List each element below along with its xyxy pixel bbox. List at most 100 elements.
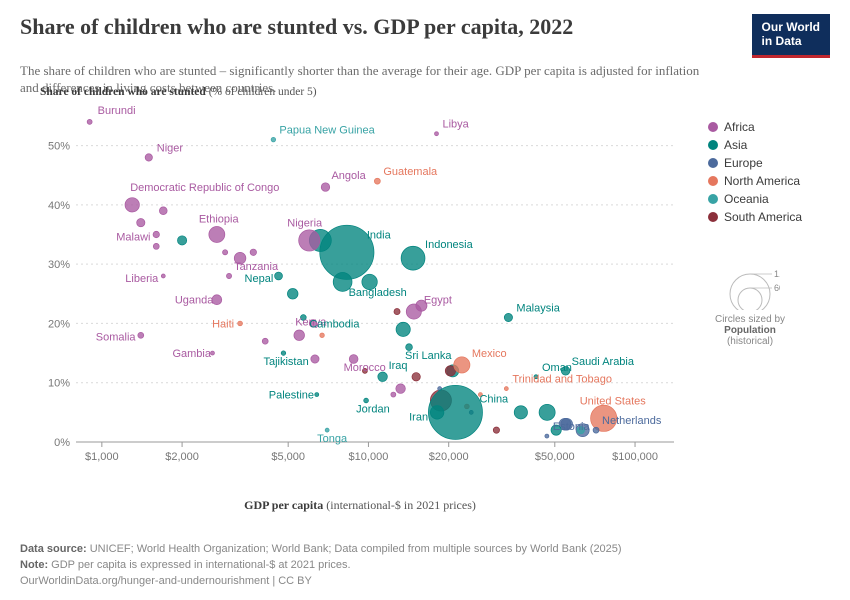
data-point[interactable] [320,225,374,279]
data-point[interactable] [454,357,470,373]
data-point[interactable] [226,273,231,278]
legend-label: North America [724,174,800,188]
point-label: Mexico [472,348,507,360]
data-point[interactable] [145,154,152,161]
legend-dot [708,212,718,222]
data-point[interactable] [294,330,305,341]
svg-text:50%: 50% [48,141,70,153]
point-label: Niger [157,142,184,154]
point-label: Angola [331,170,366,182]
data-point[interactable] [378,372,388,382]
data-point[interactable] [504,313,512,321]
data-point[interactable] [545,434,549,438]
x-axis-title: GDP per capita (international-$ in 2021 … [40,498,680,513]
data-point[interactable] [504,387,508,391]
data-point[interactable] [593,427,599,433]
data-point[interactable] [396,384,406,394]
svg-text:$2,000: $2,000 [165,451,199,463]
data-point[interactable] [406,344,413,351]
data-point[interactable] [212,295,222,305]
data-point[interactable] [561,367,570,376]
data-point[interactable] [234,252,246,264]
data-point[interactable] [159,207,167,215]
point-label: Indonesia [425,239,474,251]
data-point[interactable] [153,231,159,237]
svg-text:$10,000: $10,000 [349,451,389,463]
point-label: Malaysia [516,303,560,315]
legend-dot [708,176,718,186]
data-point[interactable] [271,137,276,142]
data-point[interactable] [210,351,214,355]
point-label: United States [580,395,647,407]
data-point[interactable] [333,273,352,292]
data-point[interactable] [478,393,482,397]
data-point[interactable] [534,375,538,379]
data-point[interactable] [396,322,410,336]
data-point[interactable] [250,249,256,255]
data-point[interactable] [287,288,298,299]
data-point[interactable] [551,425,561,435]
svg-text:$5,000: $5,000 [271,451,305,463]
data-point[interactable] [325,428,329,432]
legend-item: Asia [708,138,802,152]
legend-label: Europe [724,156,763,170]
data-point[interactable] [309,320,317,328]
svg-text:20%: 20% [48,318,70,330]
svg-text:$1,000: $1,000 [85,451,119,463]
point-label: Saudi Arabia [572,356,635,368]
data-point[interactable] [391,392,396,397]
data-point[interactable] [406,304,421,319]
data-point[interactable] [412,373,420,381]
data-point[interactable] [161,274,165,278]
data-point[interactable] [315,393,319,397]
data-point[interactable] [401,246,425,270]
data-point[interactable] [321,183,330,192]
point-label: Uganda [175,295,214,307]
point-label: Tonga [317,433,348,445]
data-point[interactable] [137,219,145,227]
legend-dot [708,140,718,150]
legend-dot [708,194,718,204]
svg-text:30%: 30% [48,259,70,271]
data-point[interactable] [153,243,159,249]
data-point[interactable] [238,321,243,326]
legend-item: North America [708,174,802,188]
data-point[interactable] [177,236,186,245]
data-point[interactable] [539,404,555,420]
data-point[interactable] [362,274,377,289]
data-point[interactable] [374,178,380,184]
point-label: Ethiopia [199,214,240,226]
legend-label: Africa [724,120,755,134]
svg-text:40%: 40% [48,200,70,212]
footer-source: Data source: UNICEF; World Health Organi… [20,542,622,590]
data-point[interactable] [281,351,286,356]
data-point[interactable] [493,427,499,433]
data-point[interactable] [87,119,92,124]
data-point[interactable] [223,250,228,255]
data-point[interactable] [209,227,225,243]
data-point[interactable] [299,230,320,251]
data-point[interactable] [311,355,319,363]
data-point[interactable] [364,398,369,403]
point-label: Sri Lanka [405,350,452,362]
svg-text:10%: 10% [48,378,70,390]
data-point[interactable] [430,406,444,420]
data-point[interactable] [349,355,358,364]
data-point[interactable] [362,368,367,373]
data-point[interactable] [275,272,283,280]
data-point[interactable] [320,333,325,338]
continent-legend: AfricaAsiaEuropeNorth AmericaOceaniaSout… [708,120,802,228]
point-label: Guatemala [383,166,438,178]
data-point[interactable] [514,406,527,419]
data-point[interactable] [125,198,139,212]
data-point[interactable] [300,315,306,321]
data-point[interactable] [262,338,268,344]
svg-text:$100,000: $100,000 [612,451,658,463]
point-label: Palestine [269,390,314,402]
data-point[interactable] [434,132,438,136]
data-point[interactable] [138,332,144,338]
point-label: Gambia [172,348,211,360]
y-axis-title: Share of children who are stunted (% of … [40,86,317,98]
data-point[interactable] [394,309,400,315]
data-point[interactable] [577,426,584,433]
